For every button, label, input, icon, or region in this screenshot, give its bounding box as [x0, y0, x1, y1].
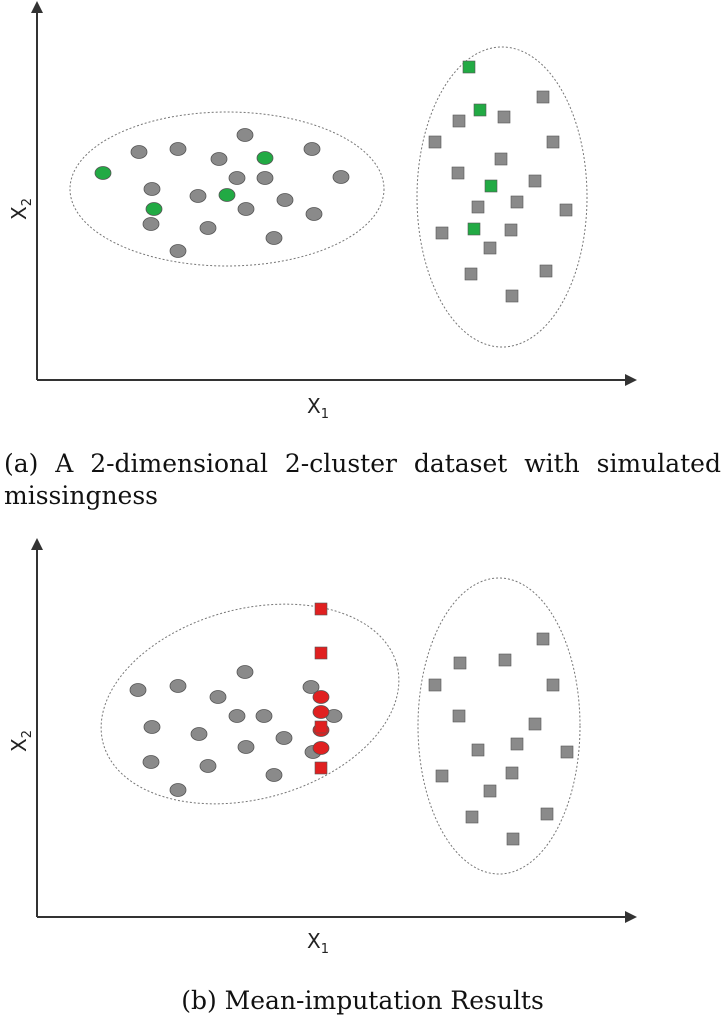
observed-square-point	[528, 717, 542, 731]
cluster-1-outline	[100, 603, 400, 805]
caption-b: (b) Mean-imputation Results	[181, 986, 544, 1015]
observed-square-point	[452, 114, 466, 128]
observed-circle-point	[276, 193, 294, 207]
observed-square-point	[546, 678, 560, 692]
observed-square-point	[451, 166, 465, 180]
observed-square-point	[540, 807, 554, 821]
observed-circle-point	[302, 680, 320, 694]
observed-circle-point	[209, 690, 227, 704]
x-axis-label: X1	[307, 394, 329, 422]
observed-circle-point	[303, 142, 321, 156]
observed-square-point	[497, 110, 511, 124]
observed-circle-point	[142, 755, 160, 769]
observed-circle-point	[169, 244, 187, 258]
missing-square-point	[462, 60, 476, 74]
observed-circle-point	[237, 202, 255, 216]
observed-circle-point	[130, 145, 148, 159]
observed-circle-point	[143, 182, 161, 196]
observed-square-point	[559, 203, 573, 217]
observed-circle-point	[199, 759, 217, 773]
observed-square-point	[435, 769, 449, 783]
missing-square-point	[473, 103, 487, 117]
imputed-circle-point	[312, 705, 330, 719]
observed-circle-point	[199, 221, 217, 235]
x-axis-label: X1	[307, 929, 329, 957]
imputed-square-point	[314, 720, 328, 734]
observed-square-point	[471, 200, 485, 214]
observed-square-point	[546, 135, 560, 149]
observed-square-point	[506, 832, 520, 846]
observed-square-point	[504, 223, 518, 237]
observed-square-point	[494, 152, 508, 166]
observed-circle-point	[169, 142, 187, 156]
observed-circle-point	[190, 727, 208, 741]
cluster-1-outline	[69, 111, 385, 267]
imputed-circle-point	[312, 741, 330, 755]
observed-circle-point	[210, 152, 228, 166]
observed-circle-point	[228, 171, 246, 185]
observed-square-point	[510, 737, 524, 751]
observed-circle-point	[142, 217, 160, 231]
cluster-2-outline	[416, 46, 588, 348]
points-group-b	[129, 602, 574, 846]
caption-a-line1: (a) A 2-dimensional 2-cluster dataset wi…	[4, 449, 721, 478]
observed-circle-point	[189, 189, 207, 203]
cluster-2-outline	[417, 577, 581, 875]
missing-square-point	[467, 222, 481, 236]
points-group-a	[94, 60, 573, 303]
observed-square-point	[453, 656, 467, 670]
observed-square-point	[428, 135, 442, 149]
observed-circle-point	[169, 679, 187, 693]
missing-square-point	[484, 179, 498, 193]
y-axis-label: X2	[7, 730, 35, 752]
observed-square-point	[483, 241, 497, 255]
observed-square-point	[452, 709, 466, 723]
imputed-square-point	[314, 602, 328, 616]
observed-square-point	[536, 90, 550, 104]
missing-circle-point	[256, 151, 274, 165]
imputed-square-point	[314, 761, 328, 775]
imputed-square-point	[314, 646, 328, 660]
observed-circle-point	[255, 709, 273, 723]
missing-circle-point	[218, 188, 236, 202]
observed-circle-point	[305, 207, 323, 221]
observed-square-point	[498, 653, 512, 667]
observed-square-point	[560, 745, 574, 759]
observed-circle-point	[265, 231, 283, 245]
y-axis-label: X2	[7, 198, 35, 220]
observed-square-point	[536, 632, 550, 646]
missing-circle-point	[145, 202, 163, 216]
observed-circle-point	[275, 731, 293, 745]
observed-square-point	[510, 195, 524, 209]
observed-circle-point	[265, 768, 283, 782]
observed-square-point	[528, 174, 542, 188]
scatter-plot-a: X1 X2	[7, 1, 637, 422]
panel-a: X1 X2	[0, 0, 725, 430]
observed-square-point	[505, 289, 519, 303]
observed-circle-point	[169, 783, 187, 797]
observed-square-point	[483, 784, 497, 798]
observed-circle-point	[143, 720, 161, 734]
scatter-plot-b: X1 X2	[7, 538, 637, 957]
observed-square-point	[539, 264, 553, 278]
panel-b: X1 X2	[0, 530, 725, 960]
observed-square-point	[471, 743, 485, 757]
caption-a-line2: missingness	[4, 481, 159, 510]
missing-circle-point	[94, 166, 112, 180]
observed-circle-point	[236, 665, 254, 679]
observed-square-point	[435, 226, 449, 240]
observed-circle-point	[236, 128, 254, 142]
observed-circle-point	[129, 683, 147, 697]
observed-circle-point	[256, 171, 274, 185]
caption-a: (a) A 2-dimensional 2-cluster dataset wi…	[4, 448, 721, 512]
imputed-circle-point	[312, 690, 330, 704]
observed-circle-point	[228, 709, 246, 723]
observed-square-point	[428, 678, 442, 692]
observed-circle-point	[237, 740, 255, 754]
observed-square-point	[464, 267, 478, 281]
observed-circle-point	[332, 170, 350, 184]
observed-square-point	[505, 766, 519, 780]
observed-square-point	[465, 810, 479, 824]
